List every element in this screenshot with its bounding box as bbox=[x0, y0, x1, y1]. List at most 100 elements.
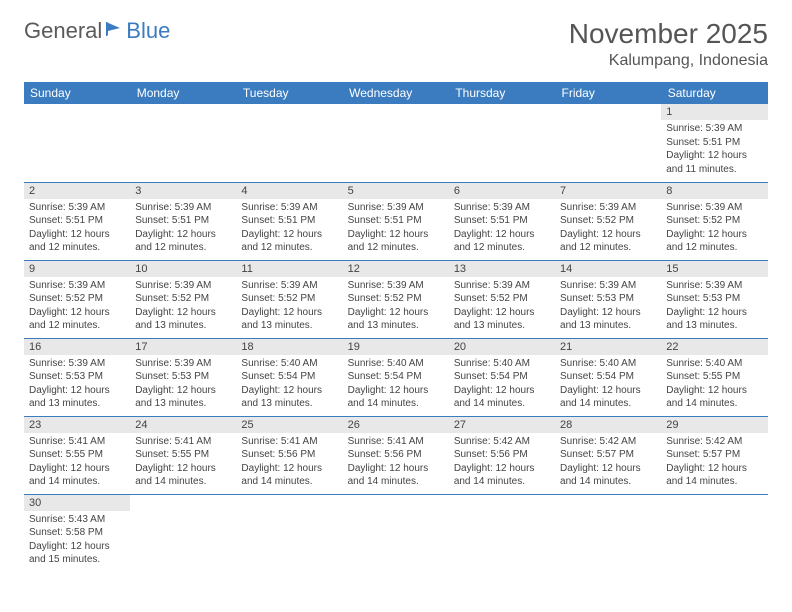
day-details: Sunrise: 5:39 AMSunset: 5:52 PMDaylight:… bbox=[24, 277, 130, 335]
day-number: 14 bbox=[555, 261, 661, 277]
calendar-day bbox=[236, 104, 342, 182]
day-number: 11 bbox=[236, 261, 342, 277]
calendar-week: 2Sunrise: 5:39 AMSunset: 5:51 PMDaylight… bbox=[24, 182, 768, 260]
calendar-day bbox=[236, 494, 342, 572]
day-header: Friday bbox=[555, 82, 661, 104]
day-details: Sunrise: 5:39 AMSunset: 5:52 PMDaylight:… bbox=[449, 277, 555, 335]
calendar-day bbox=[555, 494, 661, 572]
calendar-day: 11Sunrise: 5:39 AMSunset: 5:52 PMDayligh… bbox=[236, 260, 342, 338]
day-number: 26 bbox=[343, 417, 449, 433]
calendar-day: 28Sunrise: 5:42 AMSunset: 5:57 PMDayligh… bbox=[555, 416, 661, 494]
calendar-day: 26Sunrise: 5:41 AMSunset: 5:56 PMDayligh… bbox=[343, 416, 449, 494]
day-number: 5 bbox=[343, 183, 449, 199]
calendar-day: 1Sunrise: 5:39 AMSunset: 5:51 PMDaylight… bbox=[661, 104, 767, 182]
calendar-day bbox=[343, 494, 449, 572]
day-details: Sunrise: 5:39 AMSunset: 5:51 PMDaylight:… bbox=[343, 199, 449, 257]
calendar-day bbox=[449, 494, 555, 572]
day-details: Sunrise: 5:43 AMSunset: 5:58 PMDaylight:… bbox=[24, 511, 130, 569]
day-details: Sunrise: 5:39 AMSunset: 5:52 PMDaylight:… bbox=[661, 199, 767, 257]
calendar-day: 18Sunrise: 5:40 AMSunset: 5:54 PMDayligh… bbox=[236, 338, 342, 416]
day-number: 6 bbox=[449, 183, 555, 199]
day-number: 22 bbox=[661, 339, 767, 355]
day-number: 20 bbox=[449, 339, 555, 355]
calendar-day bbox=[661, 494, 767, 572]
day-number: 23 bbox=[24, 417, 130, 433]
day-number: 2 bbox=[24, 183, 130, 199]
day-number: 17 bbox=[130, 339, 236, 355]
header: General Blue November 2025 Kalumpang, In… bbox=[24, 18, 768, 74]
day-number: 18 bbox=[236, 339, 342, 355]
logo: General Blue bbox=[24, 18, 170, 44]
day-header: Tuesday bbox=[236, 82, 342, 104]
day-details: Sunrise: 5:41 AMSunset: 5:56 PMDaylight:… bbox=[343, 433, 449, 491]
calendar-day: 16Sunrise: 5:39 AMSunset: 5:53 PMDayligh… bbox=[24, 338, 130, 416]
day-number: 30 bbox=[24, 495, 130, 511]
calendar-day: 24Sunrise: 5:41 AMSunset: 5:55 PMDayligh… bbox=[130, 416, 236, 494]
day-number: 25 bbox=[236, 417, 342, 433]
day-number: 1 bbox=[661, 104, 767, 120]
day-header: Sunday bbox=[24, 82, 130, 104]
day-number: 13 bbox=[449, 261, 555, 277]
calendar-day: 29Sunrise: 5:42 AMSunset: 5:57 PMDayligh… bbox=[661, 416, 767, 494]
day-details: Sunrise: 5:39 AMSunset: 5:52 PMDaylight:… bbox=[236, 277, 342, 335]
day-details: Sunrise: 5:41 AMSunset: 5:55 PMDaylight:… bbox=[130, 433, 236, 491]
calendar-day: 3Sunrise: 5:39 AMSunset: 5:51 PMDaylight… bbox=[130, 182, 236, 260]
flag-icon bbox=[104, 20, 124, 38]
day-details: Sunrise: 5:39 AMSunset: 5:51 PMDaylight:… bbox=[130, 199, 236, 257]
day-details: Sunrise: 5:39 AMSunset: 5:51 PMDaylight:… bbox=[236, 199, 342, 257]
calendar-day: 23Sunrise: 5:41 AMSunset: 5:55 PMDayligh… bbox=[24, 416, 130, 494]
day-details: Sunrise: 5:39 AMSunset: 5:51 PMDaylight:… bbox=[661, 120, 767, 178]
day-number: 24 bbox=[130, 417, 236, 433]
day-details: Sunrise: 5:39 AMSunset: 5:53 PMDaylight:… bbox=[661, 277, 767, 335]
calendar-day: 4Sunrise: 5:39 AMSunset: 5:51 PMDaylight… bbox=[236, 182, 342, 260]
day-details: Sunrise: 5:40 AMSunset: 5:54 PMDaylight:… bbox=[555, 355, 661, 413]
day-number: 27 bbox=[449, 417, 555, 433]
day-number: 19 bbox=[343, 339, 449, 355]
calendar-day: 17Sunrise: 5:39 AMSunset: 5:53 PMDayligh… bbox=[130, 338, 236, 416]
calendar-day: 15Sunrise: 5:39 AMSunset: 5:53 PMDayligh… bbox=[661, 260, 767, 338]
day-header: Saturday bbox=[661, 82, 767, 104]
calendar-day: 12Sunrise: 5:39 AMSunset: 5:52 PMDayligh… bbox=[343, 260, 449, 338]
day-details: Sunrise: 5:40 AMSunset: 5:54 PMDaylight:… bbox=[343, 355, 449, 413]
calendar-day: 8Sunrise: 5:39 AMSunset: 5:52 PMDaylight… bbox=[661, 182, 767, 260]
day-details: Sunrise: 5:42 AMSunset: 5:57 PMDaylight:… bbox=[555, 433, 661, 491]
calendar-day bbox=[555, 104, 661, 182]
calendar-day: 22Sunrise: 5:40 AMSunset: 5:55 PMDayligh… bbox=[661, 338, 767, 416]
day-details: Sunrise: 5:41 AMSunset: 5:55 PMDaylight:… bbox=[24, 433, 130, 491]
day-number: 29 bbox=[661, 417, 767, 433]
day-header: Wednesday bbox=[343, 82, 449, 104]
calendar-day: 5Sunrise: 5:39 AMSunset: 5:51 PMDaylight… bbox=[343, 182, 449, 260]
day-details: Sunrise: 5:39 AMSunset: 5:51 PMDaylight:… bbox=[449, 199, 555, 257]
calendar-day: 7Sunrise: 5:39 AMSunset: 5:52 PMDaylight… bbox=[555, 182, 661, 260]
day-number: 10 bbox=[130, 261, 236, 277]
day-details: Sunrise: 5:41 AMSunset: 5:56 PMDaylight:… bbox=[236, 433, 342, 491]
day-details: Sunrise: 5:42 AMSunset: 5:57 PMDaylight:… bbox=[661, 433, 767, 491]
calendar-day bbox=[343, 104, 449, 182]
calendar-week: 23Sunrise: 5:41 AMSunset: 5:55 PMDayligh… bbox=[24, 416, 768, 494]
calendar-day: 14Sunrise: 5:39 AMSunset: 5:53 PMDayligh… bbox=[555, 260, 661, 338]
calendar-day: 20Sunrise: 5:40 AMSunset: 5:54 PMDayligh… bbox=[449, 338, 555, 416]
calendar-day: 25Sunrise: 5:41 AMSunset: 5:56 PMDayligh… bbox=[236, 416, 342, 494]
title-block: November 2025 Kalumpang, Indonesia bbox=[569, 18, 768, 74]
day-details: Sunrise: 5:42 AMSunset: 5:56 PMDaylight:… bbox=[449, 433, 555, 491]
calendar-body: 1Sunrise: 5:39 AMSunset: 5:51 PMDaylight… bbox=[24, 104, 768, 572]
day-number: 16 bbox=[24, 339, 130, 355]
day-number: 7 bbox=[555, 183, 661, 199]
day-details: Sunrise: 5:39 AMSunset: 5:51 PMDaylight:… bbox=[24, 199, 130, 257]
calendar-day: 10Sunrise: 5:39 AMSunset: 5:52 PMDayligh… bbox=[130, 260, 236, 338]
month-title: November 2025 bbox=[569, 18, 768, 50]
calendar-day: 6Sunrise: 5:39 AMSunset: 5:51 PMDaylight… bbox=[449, 182, 555, 260]
calendar-day bbox=[24, 104, 130, 182]
calendar-day: 9Sunrise: 5:39 AMSunset: 5:52 PMDaylight… bbox=[24, 260, 130, 338]
calendar-day: 19Sunrise: 5:40 AMSunset: 5:54 PMDayligh… bbox=[343, 338, 449, 416]
day-details: Sunrise: 5:39 AMSunset: 5:52 PMDaylight:… bbox=[130, 277, 236, 335]
logo-text-2: Blue bbox=[126, 18, 170, 44]
calendar-day: 30Sunrise: 5:43 AMSunset: 5:58 PMDayligh… bbox=[24, 494, 130, 572]
calendar-day: 13Sunrise: 5:39 AMSunset: 5:52 PMDayligh… bbox=[449, 260, 555, 338]
day-details: Sunrise: 5:39 AMSunset: 5:52 PMDaylight:… bbox=[555, 199, 661, 257]
day-details: Sunrise: 5:39 AMSunset: 5:53 PMDaylight:… bbox=[555, 277, 661, 335]
day-details: Sunrise: 5:40 AMSunset: 5:54 PMDaylight:… bbox=[236, 355, 342, 413]
calendar-day: 2Sunrise: 5:39 AMSunset: 5:51 PMDaylight… bbox=[24, 182, 130, 260]
day-details: Sunrise: 5:39 AMSunset: 5:53 PMDaylight:… bbox=[24, 355, 130, 413]
calendar-day bbox=[449, 104, 555, 182]
